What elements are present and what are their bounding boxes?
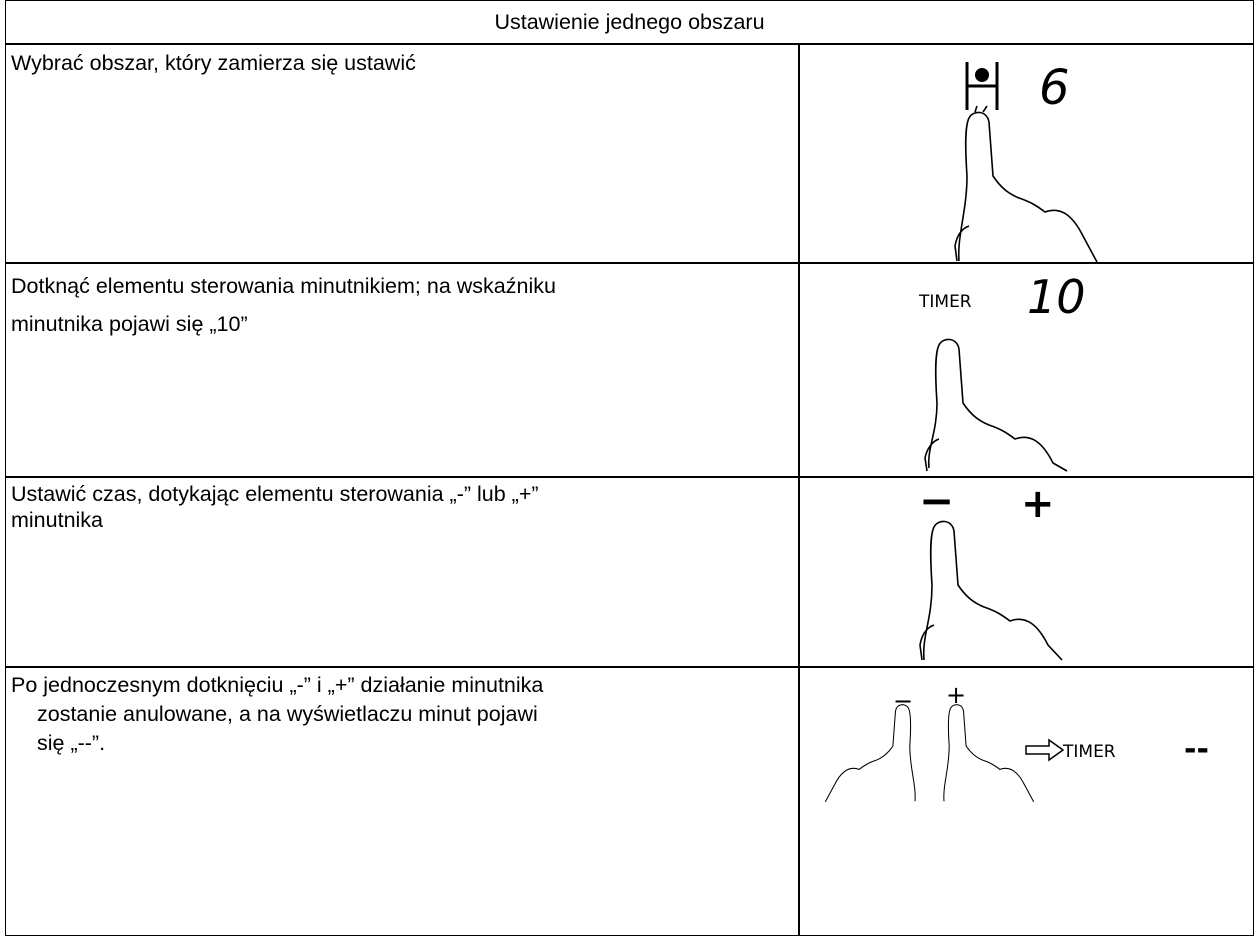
timer-label: TIMER bbox=[1062, 742, 1116, 762]
text-line: się „--”. bbox=[11, 729, 799, 758]
text-cell: Wybrać obszar, który zamierza się ustawi… bbox=[5, 43, 800, 264]
drawing bbox=[925, 339, 1067, 471]
drawing bbox=[944, 705, 1034, 802]
image-cell: − + TIMER -- bbox=[798, 666, 1254, 936]
illustration: − + bbox=[799, 477, 1253, 667]
drawing bbox=[920, 521, 1062, 660]
drawing bbox=[955, 106, 1097, 262]
text-line: Ustawić czas, dotykając elementu sterowa… bbox=[11, 481, 799, 507]
drawing bbox=[825, 705, 915, 802]
text-cell: Po jednoczesnym dotknięciu „-” i „+” dzi… bbox=[5, 666, 800, 936]
illustration: − + TIMER -- bbox=[799, 667, 1253, 935]
drawing bbox=[955, 106, 1097, 262]
text-line: Wybrać obszar, który zamierza się ustawi… bbox=[11, 48, 799, 78]
text-cell: Ustawić czas, dotykając elementu sterowa… bbox=[5, 476, 800, 668]
drawing bbox=[944, 705, 1034, 802]
drawing bbox=[1026, 740, 1063, 760]
illustration: TIMER 10 bbox=[799, 263, 1253, 477]
drawing bbox=[825, 705, 915, 802]
text-line: minutnika bbox=[11, 507, 799, 533]
table-title: Ustawienie jednego obszaru bbox=[494, 10, 764, 34]
text-line: zostanie anulowane, a na wyświetlaczu mi… bbox=[11, 700, 799, 729]
text-line: Po jednoczesnym dotknięciu „-” i „+” dzi… bbox=[11, 671, 799, 700]
text-cell: Dotknąć elementu sterowania minutnikiem;… bbox=[5, 262, 800, 478]
timer-label: TIMER bbox=[918, 292, 972, 312]
drawing bbox=[975, 68, 989, 82]
text-line: Dotknąć elementu sterowania minutnikiem;… bbox=[11, 267, 799, 305]
header-cell: Ustawienie jednego obszaru bbox=[5, 0, 1254, 45]
minus-key: − bbox=[919, 477, 954, 525]
illustration: 6 bbox=[799, 44, 1253, 263]
text-line: minutnika pojawi się „10” bbox=[11, 305, 799, 343]
drawing bbox=[920, 521, 1062, 660]
image-cell: − + bbox=[798, 476, 1254, 668]
plus-key: + bbox=[1021, 481, 1055, 527]
page: Ustawienie jednego obszaru Wybrać obszar… bbox=[0, 0, 1258, 925]
timer-value: 10 bbox=[1027, 270, 1086, 324]
timer-value: -- bbox=[1184, 732, 1209, 767]
image-cell: TIMER 10 bbox=[798, 262, 1254, 478]
drawing bbox=[925, 339, 1067, 471]
digit: 6 bbox=[1039, 60, 1070, 116]
image-cell: 6 bbox=[798, 43, 1254, 264]
